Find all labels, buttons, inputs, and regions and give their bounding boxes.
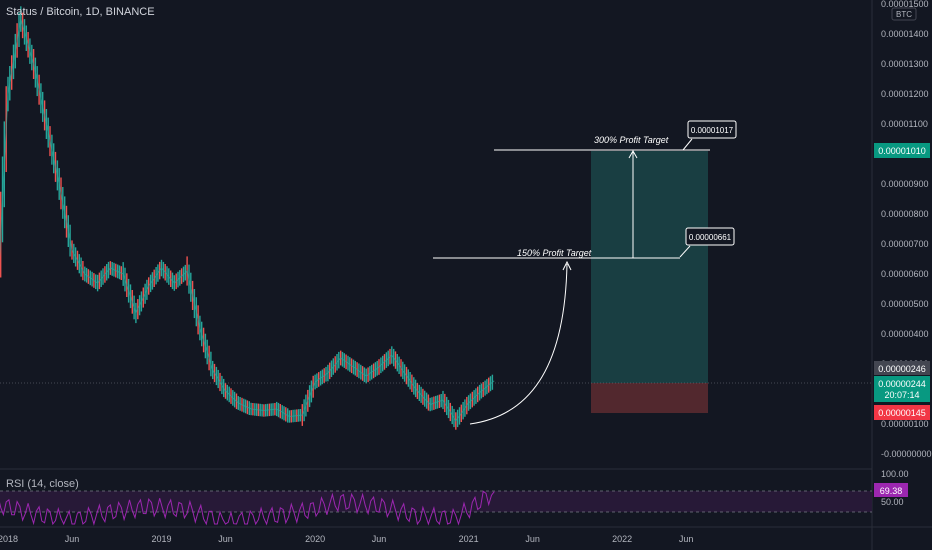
rsi-line	[0, 490, 495, 526]
currency-badge	[891, 7, 917, 21]
currency-label: BTC	[896, 10, 912, 19]
rsi-value-label: 69.38	[880, 486, 903, 496]
price-tick-label: 0.00000800	[881, 209, 929, 219]
rsi-scale-mid: 50.00	[881, 497, 904, 507]
projection-curve	[469, 263, 568, 425]
last-price-badge	[874, 376, 930, 402]
time-axis[interactable]: 2018 Jun 2019 Jun 2020 Jun 2021 Jun 2022 Jun	[0, 534, 693, 544]
target-300-label: 300% Profit Target	[594, 135, 669, 145]
time-tick-label: Jun	[218, 534, 233, 544]
callout-150-value: 0.00000661	[689, 233, 732, 242]
price-tick-label: 0.00001200	[881, 89, 929, 99]
price-tick-label: 0.00001100	[881, 119, 928, 129]
time-tick-label: Jun	[372, 534, 387, 544]
target-150-label: 150% Profit Target	[517, 248, 592, 258]
loss-zone	[591, 383, 708, 413]
target-price-label: 0.00001010	[878, 146, 926, 156]
time-tick-label: Jun	[525, 534, 540, 544]
vertical-arrow-head	[628, 149, 638, 159]
price-tick-label: 0.00001400	[881, 29, 929, 39]
rsi-title[interactable]: RSI (14, close)	[6, 478, 79, 490]
time-tick-label: 2018	[0, 534, 18, 544]
rsi-scale-top: 100.00	[881, 469, 909, 479]
target-price-badge	[874, 143, 930, 158]
rsi-series	[0, 490, 495, 526]
stop-price-label: 0.00000145	[878, 408, 926, 418]
callout-150-box	[685, 227, 735, 246]
time-tick-label: 2019	[151, 534, 171, 544]
stop-price-badge	[874, 405, 930, 420]
price-tick-label: 0.00000500	[881, 299, 929, 309]
price-tick-label: -0.00000000	[881, 449, 932, 459]
price-line	[0, 18, 495, 422]
time-tick-label: Jun	[679, 534, 694, 544]
price-tick-label: 0.00000900	[881, 179, 929, 189]
profit-zone	[591, 151, 708, 383]
prev-close-badge	[874, 361, 930, 375]
time-tick-label: Jun	[65, 534, 80, 544]
price-series	[0, 6, 495, 430]
callout-300-box	[687, 120, 737, 139]
price-axis-top-partial: 0.00001500	[881, 0, 929, 9]
last-price-label: 0.00000244	[878, 379, 926, 389]
time-tick-label: 2021	[459, 534, 479, 544]
rsi-band	[0, 491, 872, 512]
callout-300-pointer	[682, 138, 693, 151]
price-tick-label: 0.00000700	[881, 239, 929, 249]
prev-close-label: 0.00000246	[878, 364, 926, 374]
projection-curve-head	[562, 260, 572, 271]
callout-150-pointer	[679, 245, 691, 258]
symbol-title[interactable]: Status / Bitcoin, 1D, BINANCE	[6, 6, 155, 18]
price-tick-label: 0.00000400	[881, 329, 929, 339]
countdown-label: 20:07:14	[884, 390, 919, 400]
price-tick-label: 0.00000600	[881, 269, 929, 279]
price-tick-label: 0.00001300	[881, 59, 929, 69]
price-tick-label: 0.00000100	[881, 419, 929, 429]
callout-300-value: 0.00001017	[691, 126, 734, 135]
time-tick-label: 2022	[612, 534, 632, 544]
rsi-value-badge	[874, 483, 908, 497]
time-tick-label: 2020	[305, 534, 325, 544]
